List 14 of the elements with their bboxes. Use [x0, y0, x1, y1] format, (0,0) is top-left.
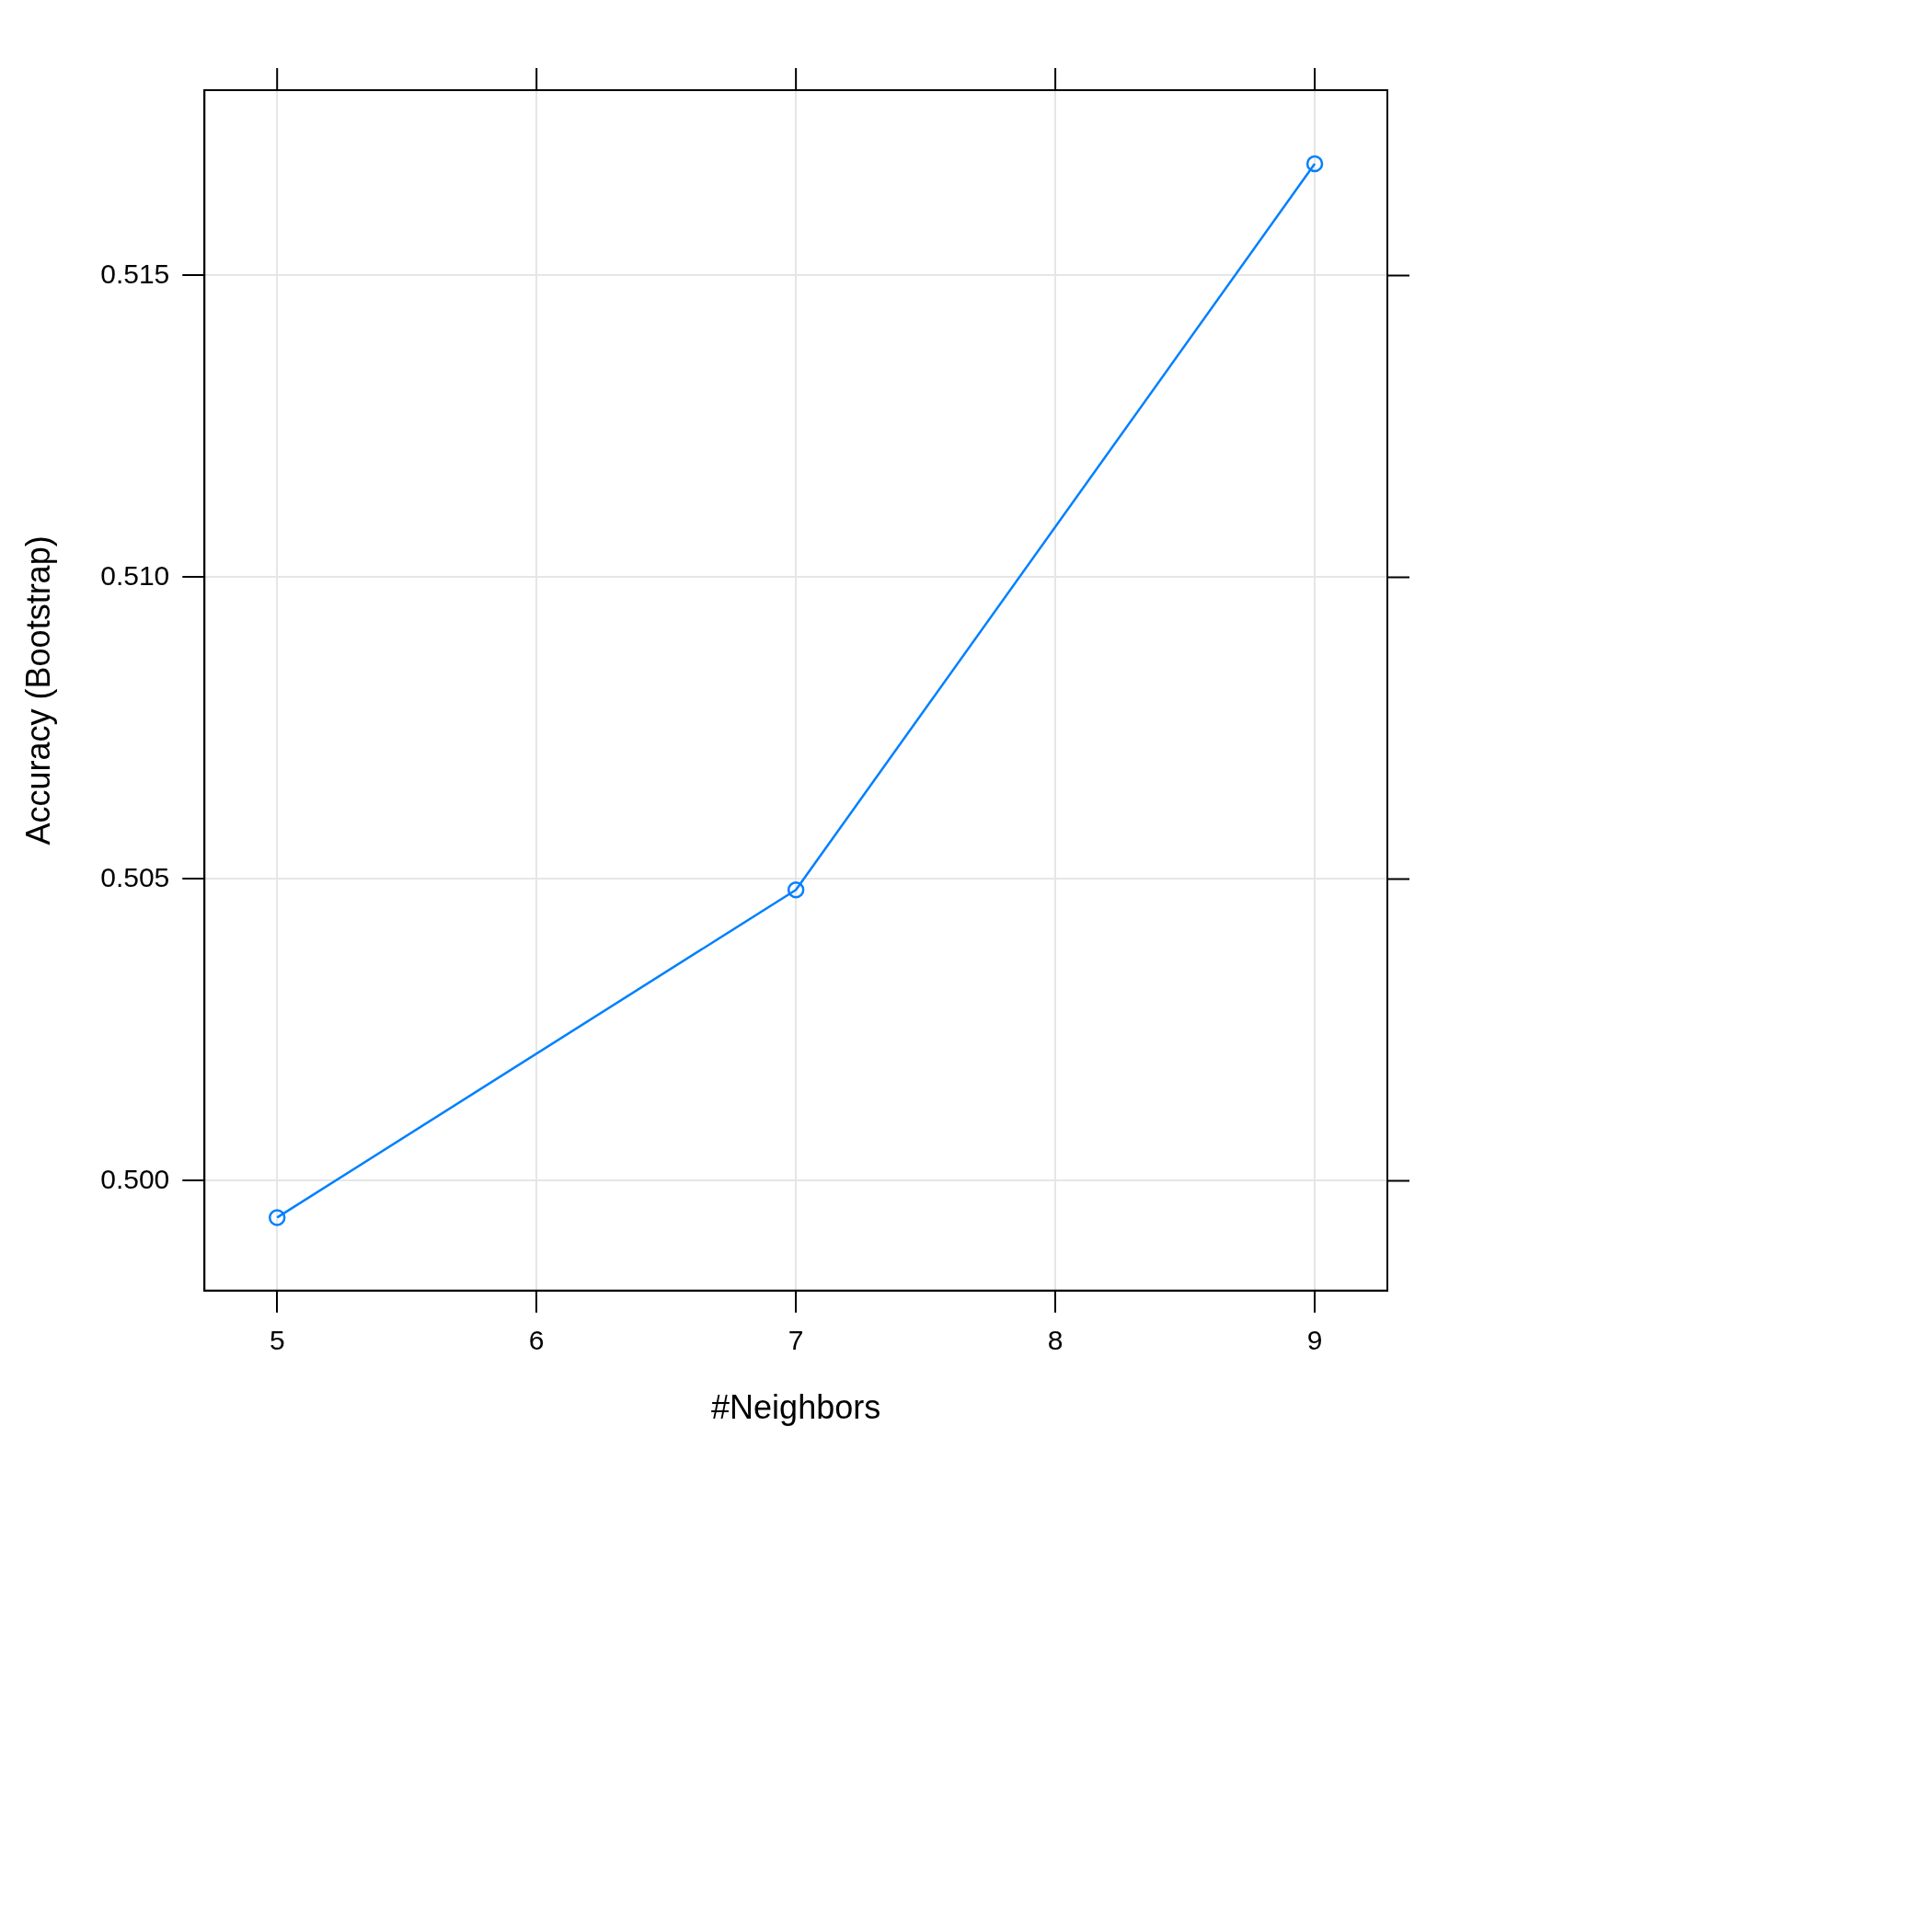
x-tick-label: 9 [1306, 1325, 1323, 1356]
x-tick-label: 8 [1047, 1325, 1064, 1356]
x-tick-label: 6 [528, 1325, 545, 1356]
y-axis-title: Accuracy (Bootstrap) [18, 535, 57, 845]
y-tick-label: 0.500 [100, 1163, 170, 1194]
point [1305, 155, 1324, 173]
y-tick-label: 0.505 [100, 861, 170, 892]
y-tick-label: 0.510 [100, 559, 170, 591]
point [268, 1209, 286, 1226]
x-tick-label: 7 [788, 1325, 804, 1356]
x-tick-label: 5 [269, 1325, 285, 1356]
y-tick-label: 0.515 [100, 258, 170, 289]
point [787, 880, 805, 899]
x-axis-title: #Neighbors [711, 1388, 881, 1427]
